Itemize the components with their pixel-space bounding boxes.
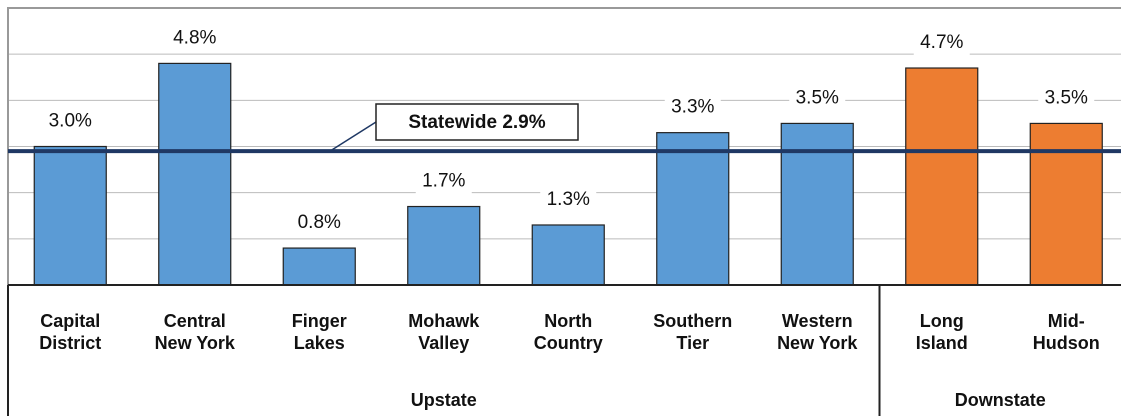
x-tick-label: New York <box>777 333 858 353</box>
value-label-bg <box>540 186 597 213</box>
value-label: 3.5% <box>1045 87 1088 108</box>
x-tick-label: Mohawk <box>408 311 480 331</box>
bar <box>282 247 356 286</box>
x-tick-label: North <box>544 311 592 331</box>
group-label: Upstate <box>411 390 477 410</box>
x-tick-label: Western <box>782 311 853 331</box>
value-label-bg <box>789 85 846 112</box>
x-tick-label: Valley <box>418 333 469 353</box>
value-label-bg <box>1038 85 1095 112</box>
reference-label: Statewide 2.9% <box>408 112 545 133</box>
value-label: 1.3% <box>547 189 590 210</box>
x-tick-label: Mid- <box>1048 311 1085 331</box>
reference-label-box <box>375 103 579 141</box>
x-tick-label: Southern <box>653 311 732 331</box>
x-tick-label: Central <box>164 311 226 331</box>
value-label-bg <box>415 168 472 195</box>
x-tick-label: Finger <box>292 311 347 331</box>
x-tick-label: Long <box>920 311 964 331</box>
value-label-bg <box>291 210 348 237</box>
bar <box>33 145 107 286</box>
bar <box>905 67 979 286</box>
bar <box>158 62 232 286</box>
value-label-bg <box>42 108 99 135</box>
value-label: 4.8% <box>173 27 216 48</box>
bar <box>407 205 481 286</box>
x-tick-label: Lakes <box>294 333 345 353</box>
value-label: 3.5% <box>796 87 839 108</box>
value-label-bg <box>913 30 970 57</box>
x-tick-label: Hudson <box>1033 333 1100 353</box>
bar <box>1029 122 1103 286</box>
value-label-bg <box>664 94 721 121</box>
value-label-bg <box>166 25 223 52</box>
x-tick-label: Tier <box>676 333 709 353</box>
group-label: Downstate <box>955 390 1046 410</box>
x-tick-label: New York <box>155 333 236 353</box>
x-tick-label: Island <box>916 333 968 353</box>
bar <box>780 122 854 286</box>
value-label: 3.3% <box>671 97 714 118</box>
x-tick-label: Country <box>534 333 603 353</box>
x-tick-label: District <box>39 333 101 353</box>
value-label: 3.0% <box>49 111 92 132</box>
value-label: 1.7% <box>422 171 465 192</box>
x-tick-label: Capital <box>40 311 100 331</box>
bar <box>531 224 605 286</box>
value-label: 0.8% <box>298 212 341 233</box>
reference-leader <box>329 121 377 152</box>
bar <box>656 132 730 286</box>
value-label: 4.7% <box>920 32 963 53</box>
